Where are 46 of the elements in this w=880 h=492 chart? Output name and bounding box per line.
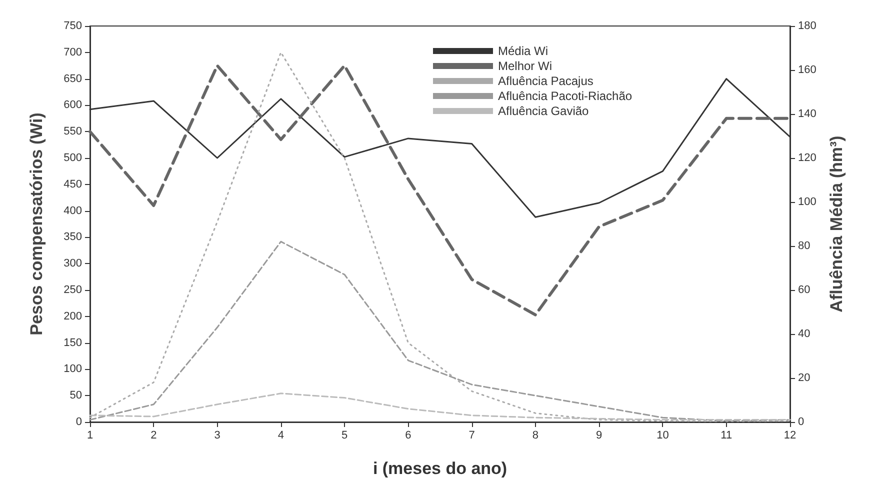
y2-tick-label: 140 — [798, 108, 816, 120]
y2-tick-label: 160 — [798, 64, 816, 76]
y-tick-label: 350 — [64, 231, 82, 244]
x-tick-label: 6 — [405, 430, 412, 442]
y-tick-label: 150 — [64, 336, 82, 349]
x-tick-label: 11 — [720, 430, 732, 442]
x-tick-label: 10 — [656, 430, 669, 442]
y-tick-label: 600 — [64, 99, 82, 112]
x-tick-label: 1 — [86, 430, 94, 442]
y-tick-label: 50 — [70, 390, 82, 402]
y-tick-label: 650 — [64, 72, 82, 85]
y-tick-label: 200 — [64, 310, 82, 322]
y2-axis-title: Afluência Média (hm³) — [827, 136, 846, 312]
y-tick-label: 450 — [64, 178, 82, 190]
y-tick-label: 250 — [64, 284, 82, 296]
y2-tick-label: 120 — [798, 152, 816, 164]
y-tick-label: 100 — [64, 363, 82, 376]
y2-tick-label: 20 — [798, 372, 810, 384]
legend-label: Afluência Pacajus — [498, 74, 594, 88]
y-tick-label: 550 — [64, 126, 82, 138]
y-axis-title: Pesos compensatórios (Wi) — [27, 112, 46, 336]
y-tick-label: 500 — [64, 152, 82, 164]
x-tick-label: 8 — [532, 430, 539, 442]
legend-label: Melhor Wi — [498, 59, 552, 73]
x-tick-label: 7 — [468, 430, 475, 442]
y2-tick-label: 40 — [798, 328, 810, 340]
y2-tick-label: 80 — [798, 240, 810, 252]
x-axis-title: i (meses do ano) — [372, 459, 508, 478]
legend-label: Média Wi — [498, 44, 548, 58]
y2-tick-label: 180 — [798, 20, 816, 32]
y-tick-label: 0 — [76, 416, 82, 428]
y2-tick-label: 0 — [798, 416, 804, 428]
y-tick-label: 300 — [64, 258, 82, 270]
y-tick-label: 400 — [64, 204, 82, 217]
x-tick-label: 3 — [214, 430, 220, 442]
x-tick-label: 9 — [596, 430, 602, 442]
x-tick-label: 12 — [784, 430, 796, 442]
y2-tick-label: 60 — [798, 284, 810, 296]
y-tick-label: 700 — [64, 46, 82, 58]
y-tick-label: 750 — [64, 20, 82, 32]
legend-label: Afluência Gavião — [498, 104, 590, 118]
x-tick-label: 5 — [341, 430, 348, 442]
legend-label: Afluência Pacoti-Riachão — [498, 89, 632, 103]
x-tick-label: 4 — [278, 430, 284, 442]
y2-tick-label: 100 — [798, 196, 816, 208]
x-tick-label: 2 — [150, 430, 157, 442]
